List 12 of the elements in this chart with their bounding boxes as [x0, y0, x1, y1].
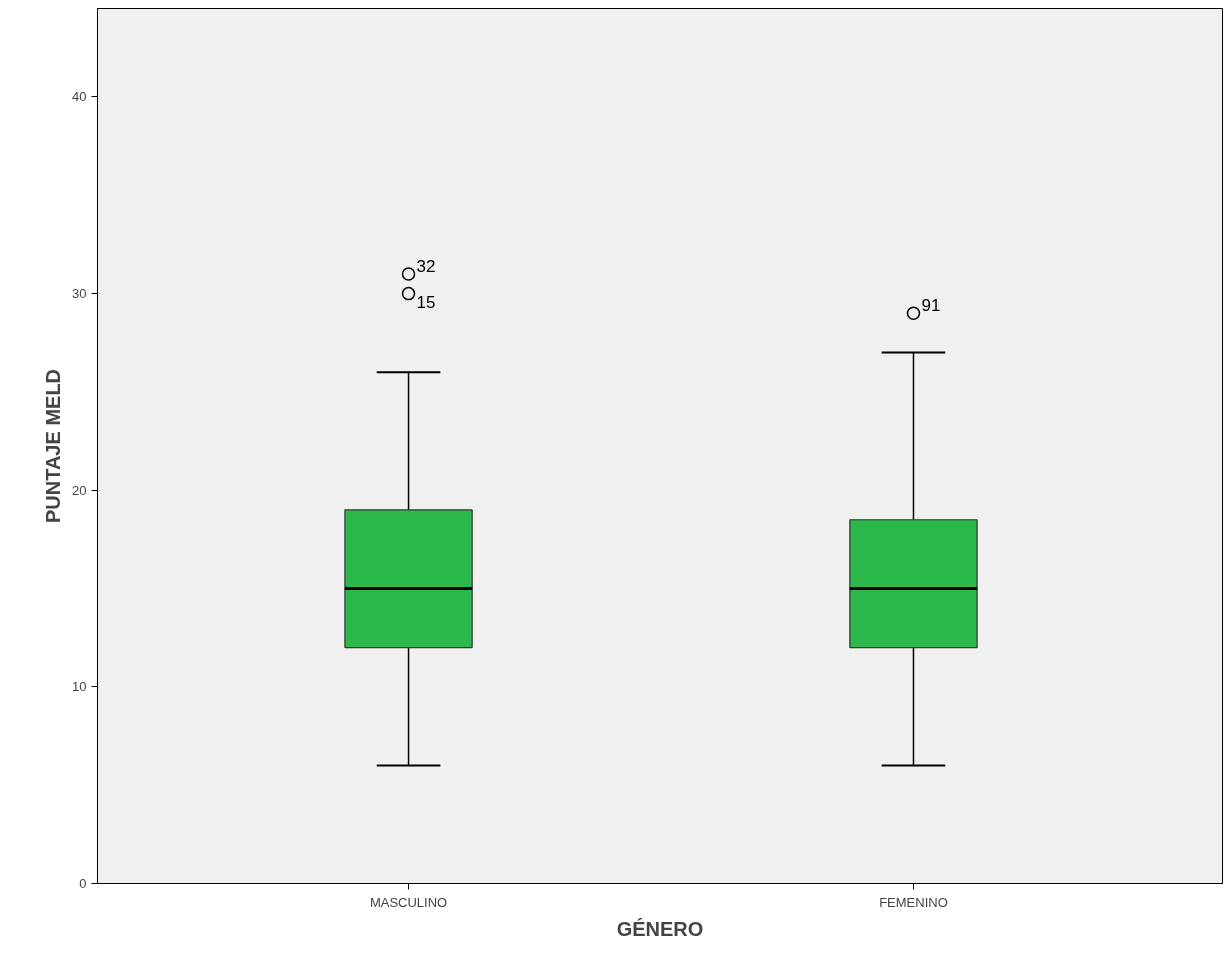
x-tick-label: MASCULINO — [369, 894, 448, 910]
x-tick-label: FEMENINO — [879, 894, 948, 910]
y-tick-label: 40 — [72, 89, 87, 105]
y-axis-title: PUNTAJE MELD — [42, 368, 65, 524]
y-tick-label: 30 — [72, 286, 87, 302]
annotation: 15 — [416, 292, 436, 312]
annotation: 91 — [921, 296, 941, 316]
x-axis-title: GÉNERO — [616, 917, 704, 940]
annotation: 32 — [416, 256, 436, 276]
y-tick-label: 10 — [72, 679, 87, 695]
y-tick-label: 20 — [72, 482, 87, 498]
y-tick-label: 0 — [79, 876, 87, 891]
